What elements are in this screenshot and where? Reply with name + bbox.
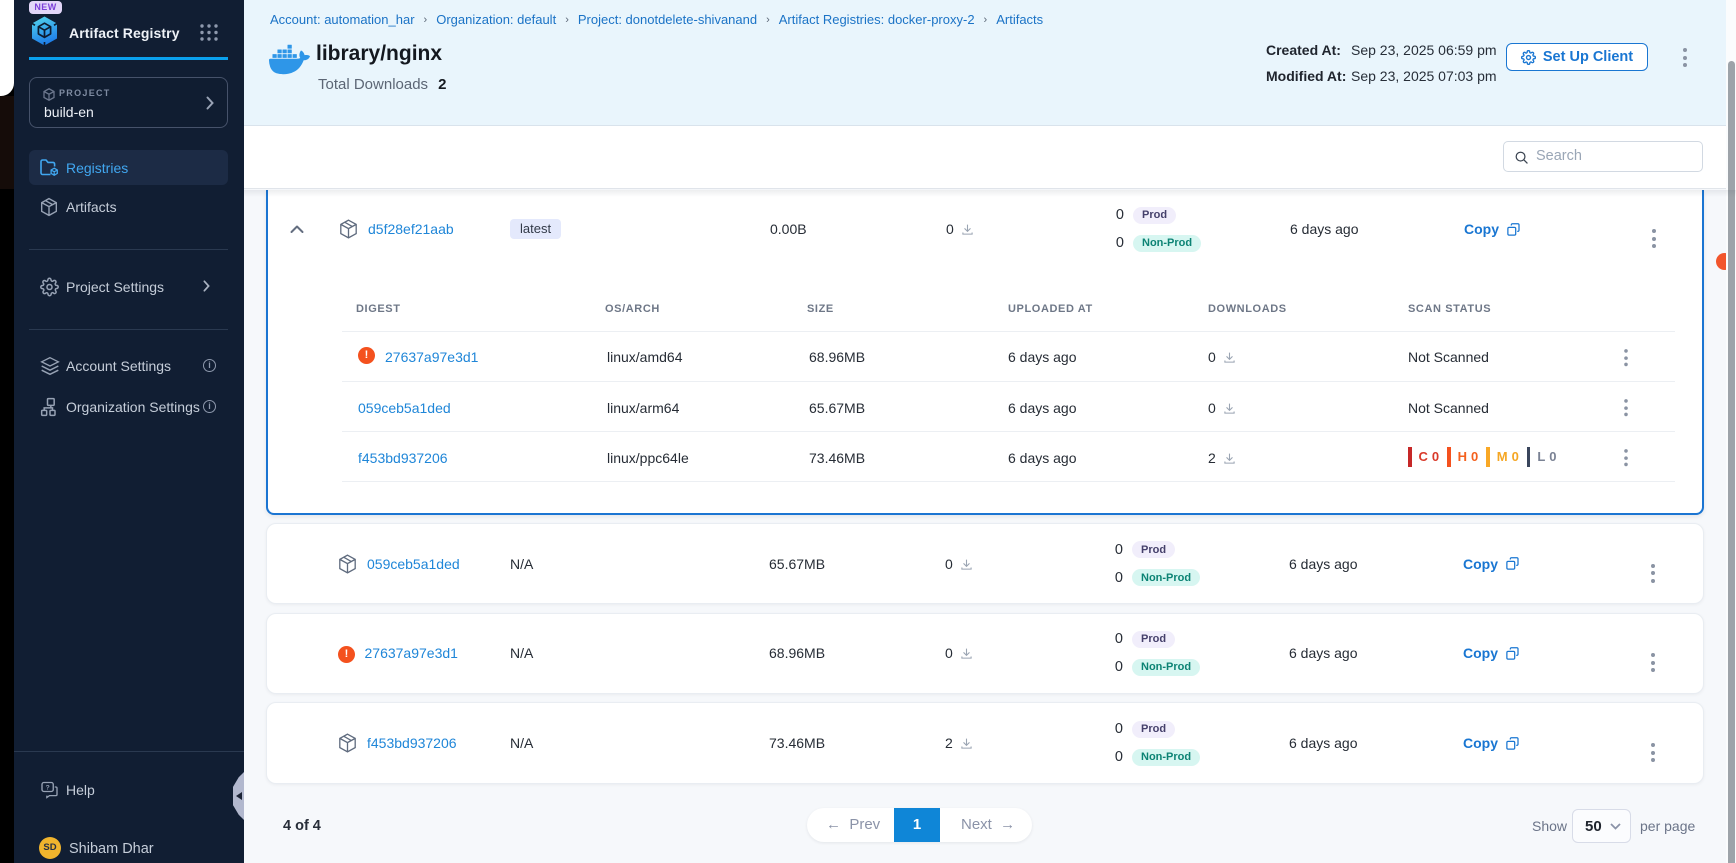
svg-text:?: ? [46, 784, 50, 791]
